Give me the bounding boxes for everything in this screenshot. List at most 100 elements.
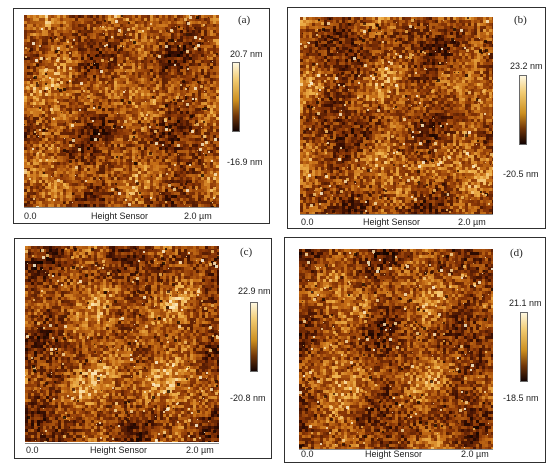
afm-texture-cell	[191, 130, 194, 133]
afm-texture-cell	[309, 17, 313, 21]
afm-texture-cell	[84, 84, 88, 88]
afm-texture-cell	[177, 60, 181, 64]
afm-texture-cell	[81, 105, 85, 109]
afm-texture-cell	[117, 147, 121, 151]
afm-texture-cell	[81, 150, 85, 154]
afm-texture-cell	[447, 26, 451, 30]
afm-texture-cell	[135, 99, 139, 103]
afm-texture-cell	[99, 162, 103, 166]
afm-texture-cell	[171, 117, 175, 121]
afm-texture-cell	[45, 183, 49, 187]
afm-texture-cell	[162, 39, 166, 43]
afm-texture-cell	[186, 141, 190, 145]
afm-texture-cell	[207, 51, 211, 55]
afm-texture-cell	[46, 128, 48, 130]
afm-texture-cell	[24, 189, 28, 193]
afm-texture-cell	[60, 69, 64, 73]
afm-texture-cell	[159, 111, 163, 115]
afm-texture-cell	[180, 159, 184, 163]
afm-texture-cell	[81, 108, 85, 112]
afm-texture-cell	[90, 165, 94, 169]
afm-texture-cell	[138, 150, 142, 154]
afm-texture-cell	[123, 171, 127, 175]
afm-texture-cell	[150, 90, 154, 94]
afm-texture-cell	[120, 63, 124, 67]
afm-texture-cell	[183, 21, 187, 25]
afm-texture-cell	[41, 28, 43, 30]
afm-texture-cell	[189, 120, 193, 124]
afm-texture-cell	[189, 27, 193, 31]
afm-texture-cell	[72, 195, 76, 199]
afm-texture-cell	[159, 24, 163, 28]
afm-texture-cell	[186, 108, 190, 112]
afm-texture-cell	[156, 21, 160, 25]
afm-texture-cell	[207, 183, 211, 187]
afm-texture-cell	[78, 60, 82, 64]
afm-texture-cell	[84, 81, 88, 85]
afm-texture-cell	[333, 32, 337, 36]
afm-texture-cell	[138, 78, 142, 82]
afm-texture-cell	[399, 29, 403, 33]
afm-texture-cell	[474, 23, 478, 27]
afm-texture-cell	[483, 17, 487, 21]
afm-texture-cell	[150, 144, 154, 148]
afm-texture-cell	[60, 48, 64, 52]
afm-texture-cell	[354, 23, 358, 27]
afm-texture-cell	[384, 20, 388, 24]
afm-texture-cell	[201, 204, 205, 207]
afm-texture-cell	[165, 174, 169, 178]
afm-texture-cell	[30, 30, 34, 34]
afm-texture-cell	[126, 198, 130, 202]
afm-texture-cell	[144, 45, 148, 49]
afm-texture-cell	[24, 39, 28, 43]
afm-texture-cell	[105, 195, 109, 199]
afm-texture-cell	[212, 201, 213, 202]
afm-texture-cell	[204, 54, 208, 58]
afm-texture-cell	[36, 98, 39, 101]
afm-texture-cell	[87, 126, 91, 130]
afm-texture-cell	[69, 183, 73, 187]
afm-texture-cell	[216, 27, 219, 31]
afm-texture-cell	[186, 63, 190, 67]
afm-texture-cell	[48, 186, 52, 190]
afm-texture-cell	[78, 96, 82, 100]
afm-texture-cell	[414, 26, 418, 30]
afm-texture-cell	[177, 186, 181, 190]
afm-texture-cell	[75, 66, 79, 70]
afm-texture-cell	[81, 78, 85, 82]
afm-texture-cell	[183, 15, 187, 19]
afm-texture-cell	[189, 18, 193, 22]
afm-texture-cell	[492, 29, 493, 33]
afm-texture-cell	[36, 153, 40, 157]
afm-texture-cell	[111, 42, 115, 46]
afm-texture-cell	[162, 174, 166, 178]
afm-texture-cell	[151, 176, 152, 177]
afm-texture-cell	[153, 99, 157, 103]
afm-texture-cell	[183, 105, 187, 109]
afm-texture-cell	[60, 126, 64, 130]
afm-texture-cell	[216, 126, 219, 130]
afm-texture-cell	[141, 15, 145, 19]
afm-texture-cell	[150, 60, 154, 64]
afm-texture-cell	[39, 84, 43, 88]
afm-texture-cell	[48, 15, 52, 19]
afm-texture-cell	[174, 78, 178, 82]
afm-texture-cell	[144, 90, 148, 94]
afm-texture-cell	[216, 53, 218, 55]
afm-texture-cell	[414, 32, 418, 36]
afm-texture-cell	[105, 87, 109, 91]
afm-texture-cell	[27, 165, 31, 169]
afm-texture-cell	[159, 36, 163, 40]
afm-texture-cell	[134, 141, 135, 142]
afm-texture-cell	[159, 171, 163, 175]
afm-texture-cell	[153, 153, 157, 157]
afm-texture-cell	[87, 93, 91, 97]
afm-texture-cell	[81, 156, 85, 160]
afm-texture-cell	[48, 126, 52, 130]
afm-texture-cell	[48, 177, 52, 181]
afm-texture-cell	[366, 17, 370, 21]
afm-texture-cell	[198, 111, 202, 115]
afm-texture-cell	[417, 20, 421, 24]
afm-texture-cell	[174, 45, 178, 49]
afm-texture-cell	[153, 159, 157, 163]
